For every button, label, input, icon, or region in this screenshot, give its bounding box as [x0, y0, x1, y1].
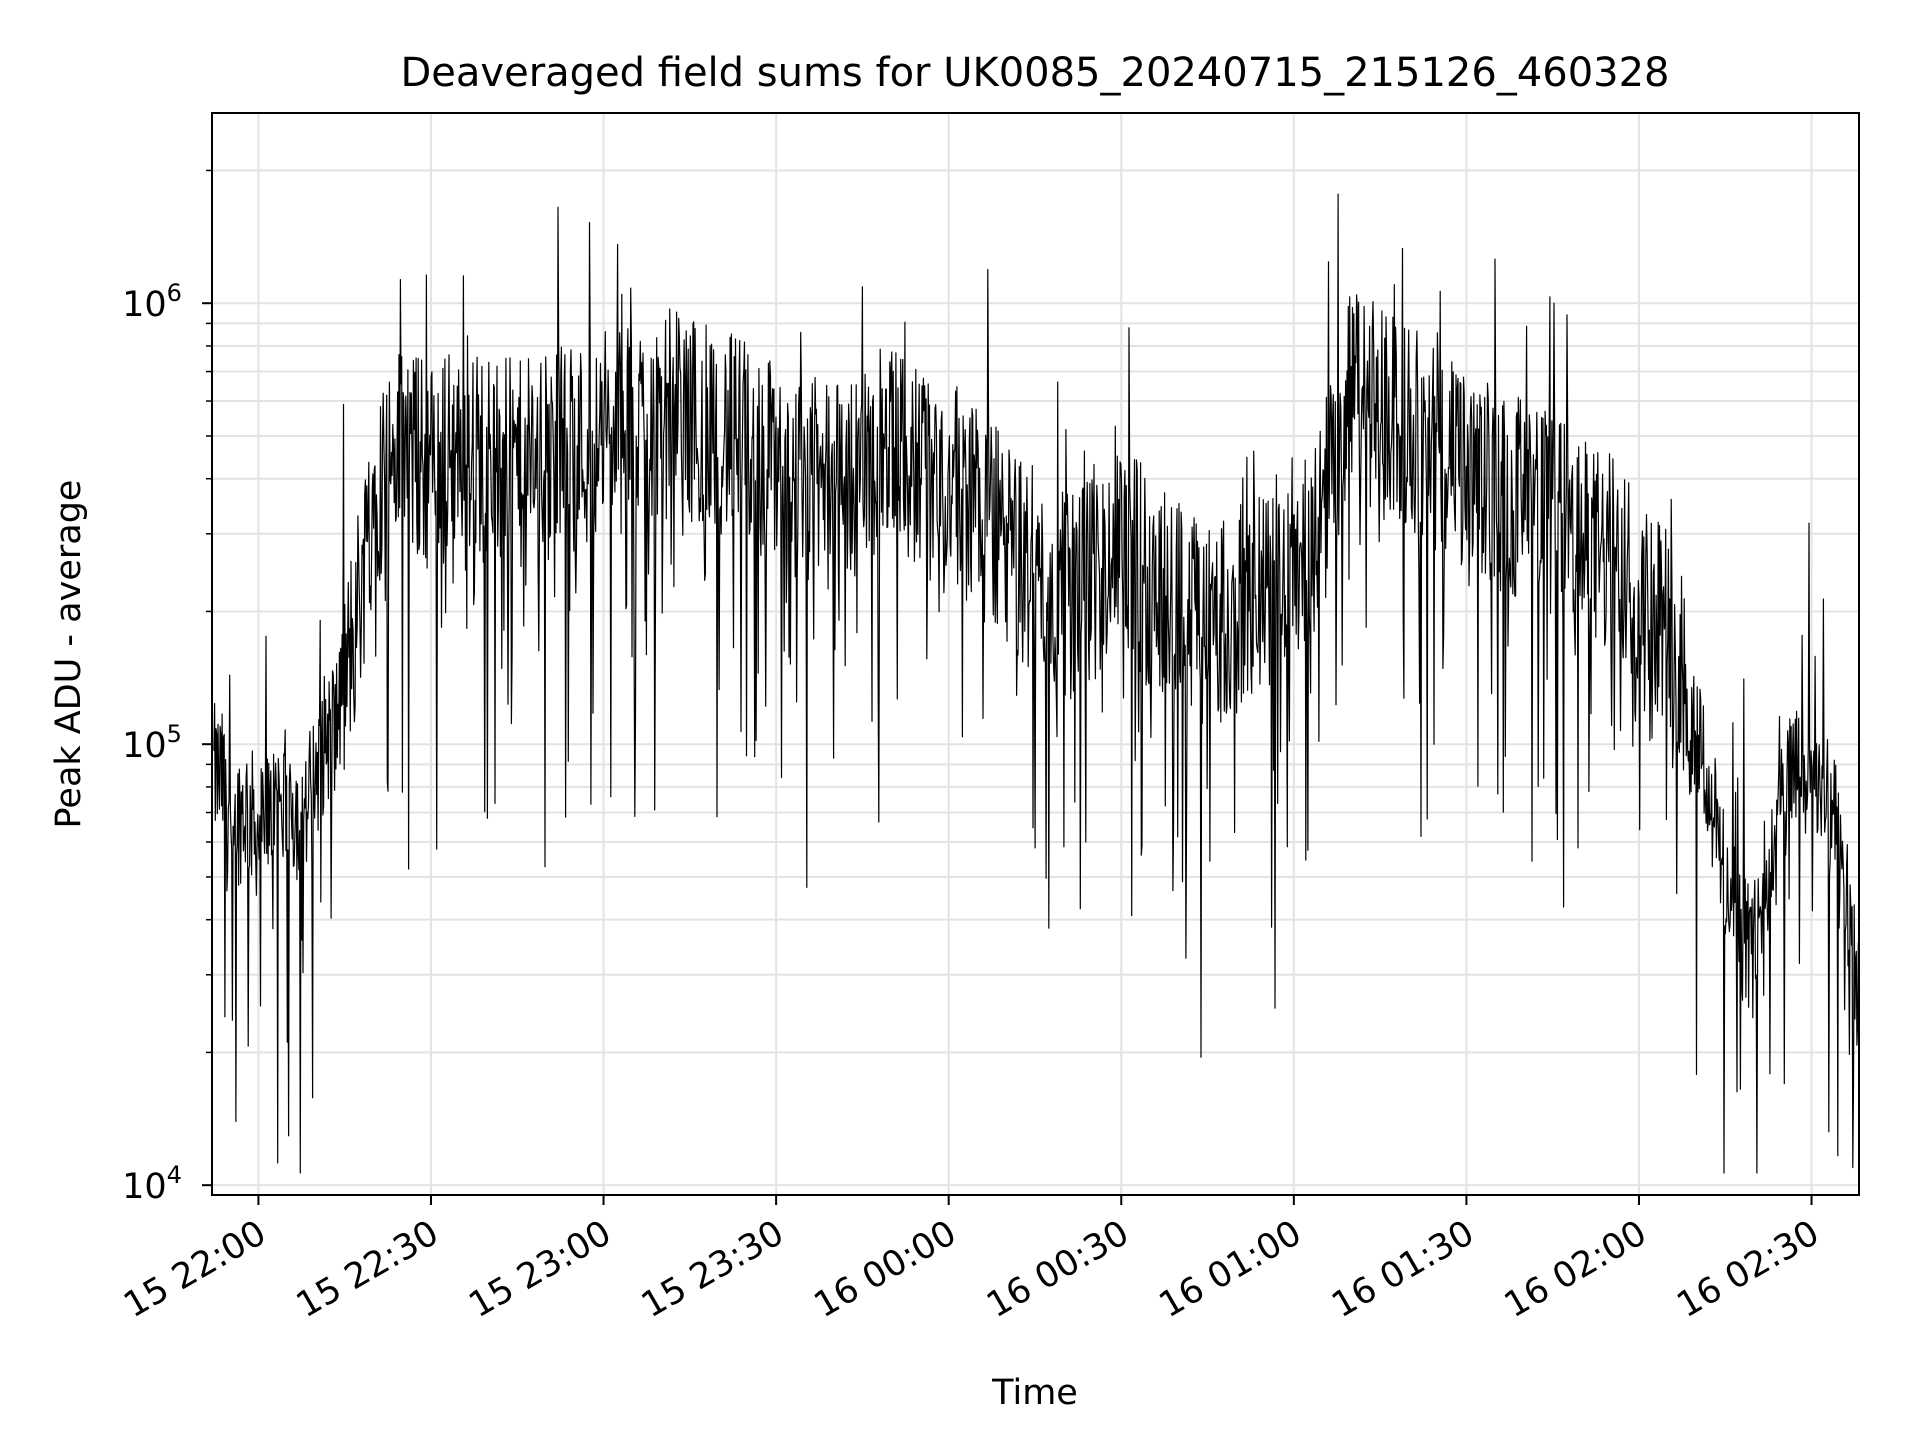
- y-tick-label: 106: [122, 279, 182, 325]
- y-tick-label: 104: [122, 1161, 182, 1207]
- plot-area-frame: [211, 112, 1860, 1196]
- y-axis-label: Peak ADU - average: [49, 480, 89, 829]
- chart-title: Deaveraged field sums for UK0085_2024071…: [400, 50, 1669, 96]
- y-tick-label: 105: [122, 720, 182, 766]
- x-axis-label: Time: [991, 1373, 1078, 1413]
- series: [213, 193, 1860, 1174]
- series-line: [213, 193, 1860, 1174]
